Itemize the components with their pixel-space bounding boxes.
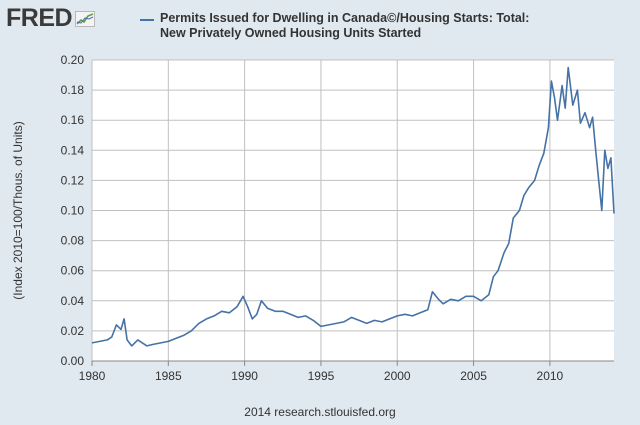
legend-line-2: New Privately Owned Housing Units Starte…: [160, 26, 422, 40]
series-line: [91, 66, 615, 347]
y-tick-label: 0.10: [61, 204, 85, 218]
y-tick-label: 0.08: [61, 234, 85, 248]
y-tick-label: 0.18: [61, 83, 85, 97]
x-tick-label: 1995: [308, 369, 335, 383]
x-tick-label: 2000: [384, 369, 411, 383]
x-tick-label: 1990: [231, 369, 258, 383]
y-tick-label: 0.06: [61, 264, 85, 278]
fred-logo[interactable]: FRED: [6, 4, 96, 33]
line-graph-icon: [75, 10, 96, 27]
x-tick-label: 1985: [155, 369, 182, 383]
y-tick-label: 0.00: [61, 354, 85, 368]
footer-credit: 2014 research.stlouisfed.org: [244, 405, 396, 419]
fred-logo-text: FRED: [6, 4, 73, 32]
y-tick-label: 0.20: [61, 53, 85, 67]
x-tick-label: 2010: [537, 369, 564, 383]
y-tick-label: 0.02: [61, 324, 85, 338]
legend-label: Permits Issued for Dwelling in Canada©/H…: [160, 11, 529, 41]
legend-line-1: Permits Issued for Dwelling in Canada©/H…: [160, 11, 530, 25]
line-chart: 0.00 0.02 0.04 0.06 0.08 0.10 0.12 0.14 0.16 0.18…: [11, 53, 615, 383]
x-tick-label: 1980: [79, 369, 106, 383]
x-tick-label: 2005: [460, 369, 487, 383]
y-tick-label: 0.12: [61, 173, 85, 187]
legend-swatch: [140, 19, 154, 21]
y-tick-label: 0.16: [61, 113, 85, 127]
y-axis-label: (Index 2010=100/Thous. of Units): [11, 121, 25, 299]
y-tick-label: 0.04: [61, 294, 85, 308]
y-tick-label: 0.14: [61, 143, 85, 157]
chart-legend: Permits Issued for Dwelling in Canada©/H…: [140, 11, 529, 41]
